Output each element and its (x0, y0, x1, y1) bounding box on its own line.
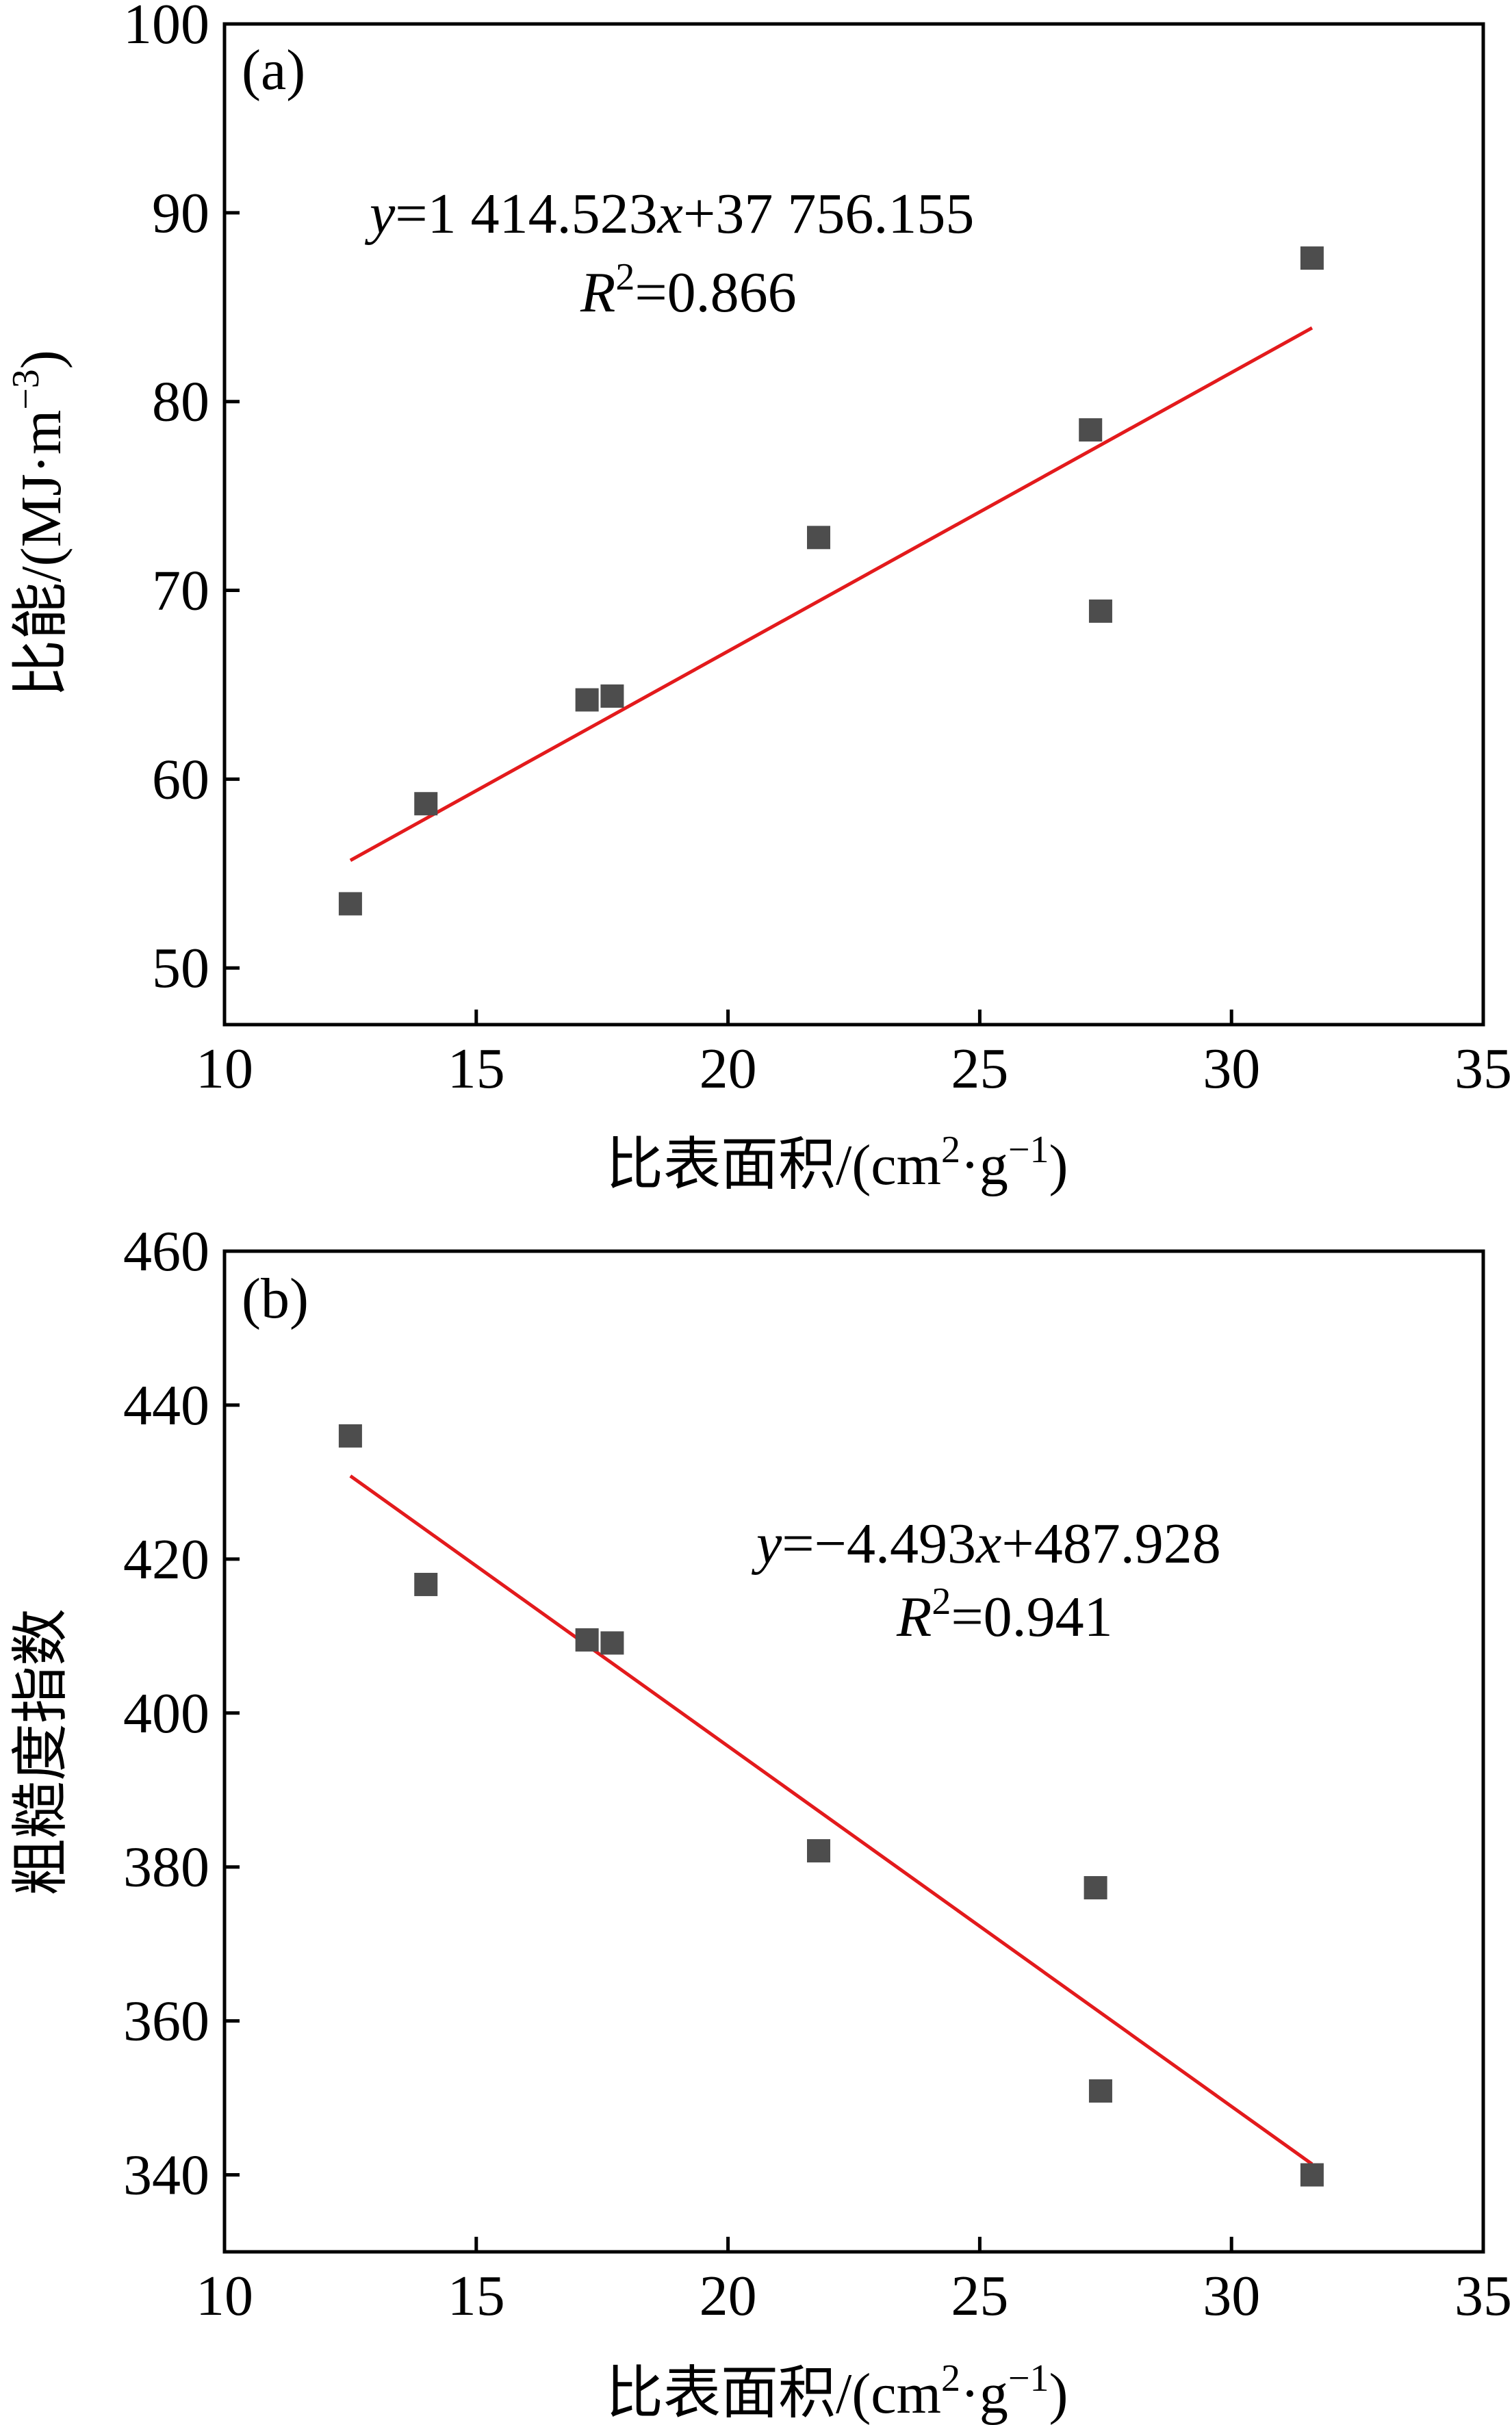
data-point-a-5 (807, 526, 831, 550)
r2-b-exp: 2 (932, 1580, 951, 1623)
x-title-b-mid: ·g (960, 2362, 1008, 2425)
eq-b-xvar: x (975, 1512, 1001, 1576)
axis-ticks-b: 10 15 20 25 30 35 340 360 380 400 420 440 460 (123, 1220, 1512, 2328)
r2-b-r: R (896, 1585, 932, 1649)
data-point-b-2 (414, 1572, 438, 1596)
data-point-b-3 (575, 1628, 599, 1652)
x-title-a-sup2: −1 (1008, 1129, 1049, 1171)
eq-b-yvar: y (751, 1512, 782, 1576)
eq-a-rhs2: +37 756.155 (683, 182, 974, 246)
y-tick-label-a: 50 (152, 936, 209, 1000)
panel-label-b: (b) (242, 1267, 309, 1331)
x-title-b-sup2: −1 (1008, 2357, 1049, 2400)
x-axis-title-a: 比表面积/(cm2·g−1) (606, 1129, 1068, 1197)
x-tick-label-a: 20 (700, 1037, 757, 1101)
x-axis-title-b: 比表面积/(cm2·g−1) (606, 2357, 1068, 2425)
x-tick-label-b: 20 (700, 2264, 757, 2328)
r2-b-value: =0.941 (951, 1585, 1112, 1649)
x-tick-label-b: 25 (951, 2264, 1008, 2328)
regression-equation-a: y=1 414.523x+37 756.155 (364, 182, 974, 246)
y-tick-label-b: 400 (123, 1682, 209, 1745)
x-tick-label-b: 10 (196, 2264, 253, 2328)
y-tick-label-a: 90 (152, 181, 209, 245)
y-tick-label-a: 60 (152, 747, 209, 811)
x-title-a-main: 比表面积/(cm (606, 1133, 941, 1197)
x-tick-label-a: 30 (1203, 1037, 1260, 1101)
x-tick-label-b: 30 (1203, 2264, 1260, 2328)
y-axis-title-b: 粗糙度指数 (10, 1608, 73, 1896)
eq-b-rhs1: =−4.493 (782, 1512, 976, 1576)
regression-equation-b: y=−4.493x+487.928 (751, 1512, 1221, 1576)
data-point-b-5 (807, 1839, 831, 1863)
eq-a-xvar: x (656, 182, 683, 246)
x-title-a-end: ) (1049, 1133, 1068, 1197)
data-point-b-1 (338, 1424, 362, 1448)
r2-a-r: R (580, 261, 615, 324)
y-tick-label-b: 360 (123, 1990, 209, 2053)
data-point-a-2 (414, 792, 438, 816)
data-point-a-1 (338, 892, 362, 916)
y-title-b-main: 粗糙度指数 (10, 1608, 73, 1896)
r2-a-value: =0.866 (635, 261, 796, 324)
data-point-b-4 (600, 1631, 624, 1655)
y-title-a-main: 比能/(MJ·m (10, 410, 73, 697)
plot-frame-b (222, 1249, 1485, 2254)
x-title-b-main: 比表面积/(cm (606, 2362, 941, 2425)
x-title-b-sup1: 2 (941, 2357, 960, 2400)
data-point-a-4 (600, 684, 624, 708)
data-points-b (338, 1424, 1324, 2187)
y-tick-label-a: 100 (123, 0, 209, 56)
y-title-a-sup1: −3 (5, 369, 47, 410)
fit-line-b (349, 1474, 1314, 2166)
y-tick-label-a: 80 (152, 370, 209, 434)
regression-line-a (349, 326, 1314, 862)
y-tick-label-b: 440 (123, 1374, 209, 1437)
data-point-b-7 (1088, 2079, 1112, 2103)
y-tick-label-a: 70 (152, 559, 209, 623)
x-tick-label-a: 35 (1455, 1037, 1512, 1101)
x-tick-label-a: 25 (951, 1037, 1008, 1101)
x-tick-label-a: 15 (448, 1037, 505, 1101)
panel-a-chart: 10 15 20 25 30 35 50 60 70 80 90 100 (a) y=1 414.52… (5, 0, 1512, 1197)
r-squared-a: R2=0.866 (580, 256, 797, 324)
data-point-b-6 (1084, 1876, 1107, 1900)
x-tick-label-a: 10 (196, 1037, 253, 1101)
x-title-a-sup1: 2 (941, 1129, 960, 1171)
r-squared-b: R2=0.941 (896, 1580, 1113, 1649)
data-point-a-3 (575, 688, 599, 712)
panel-label-a: (a) (242, 38, 305, 102)
fit-line-a (349, 326, 1314, 862)
x-tick-label-b: 35 (1455, 2264, 1512, 2328)
y-tick-label-b: 340 (123, 2144, 209, 2207)
y-axis-title-a: 比能/(MJ·m−3) (5, 350, 73, 697)
data-point-b-8 (1300, 2163, 1324, 2187)
x-title-a-mid: ·g (960, 1133, 1008, 1197)
data-point-a-7 (1088, 599, 1112, 623)
eq-a-rhs1: =1 414.523 (395, 182, 657, 246)
r2-a-exp: 2 (615, 256, 635, 298)
data-point-a-6 (1079, 418, 1103, 442)
regression-line-b (349, 1474, 1314, 2166)
plot-frame-a (222, 22, 1485, 1027)
data-point-a-8 (1300, 246, 1324, 270)
eq-a-yvar: y (364, 182, 396, 246)
eq-b-rhs2: +487.928 (1001, 1512, 1220, 1576)
x-title-b-end: ) (1049, 2362, 1068, 2425)
y-tick-label-b: 460 (123, 1220, 209, 1283)
data-points-a (338, 246, 1324, 916)
y-title-a-end: ) (10, 350, 73, 369)
y-tick-label-b: 380 (123, 1836, 209, 1899)
axis-ticks-a: 10 15 20 25 30 35 50 60 70 80 90 100 (123, 0, 1512, 1101)
x-tick-label-b: 15 (448, 2264, 505, 2328)
y-tick-label-b: 420 (123, 1528, 209, 1591)
